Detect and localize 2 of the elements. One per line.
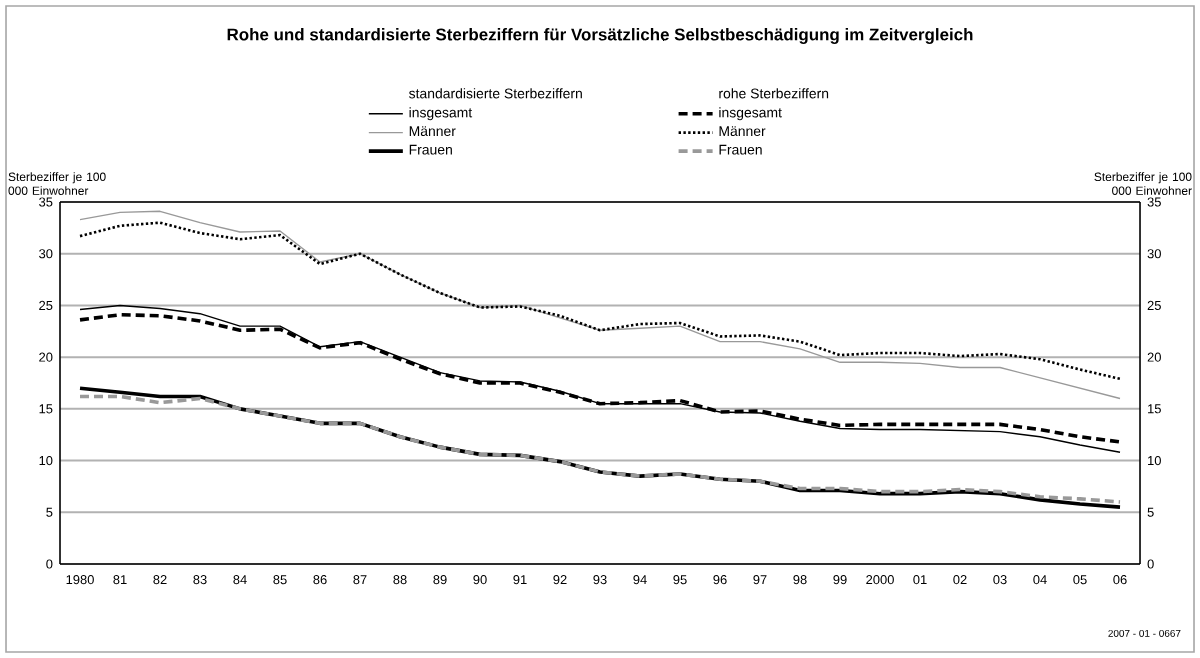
- line-series: [78, 221, 1122, 381]
- chart-title: Rohe und standardisierte Sterbeziffern für Vorsätzliche Selbstbeschädigung im Zeitvergleich: [227, 28, 973, 44]
